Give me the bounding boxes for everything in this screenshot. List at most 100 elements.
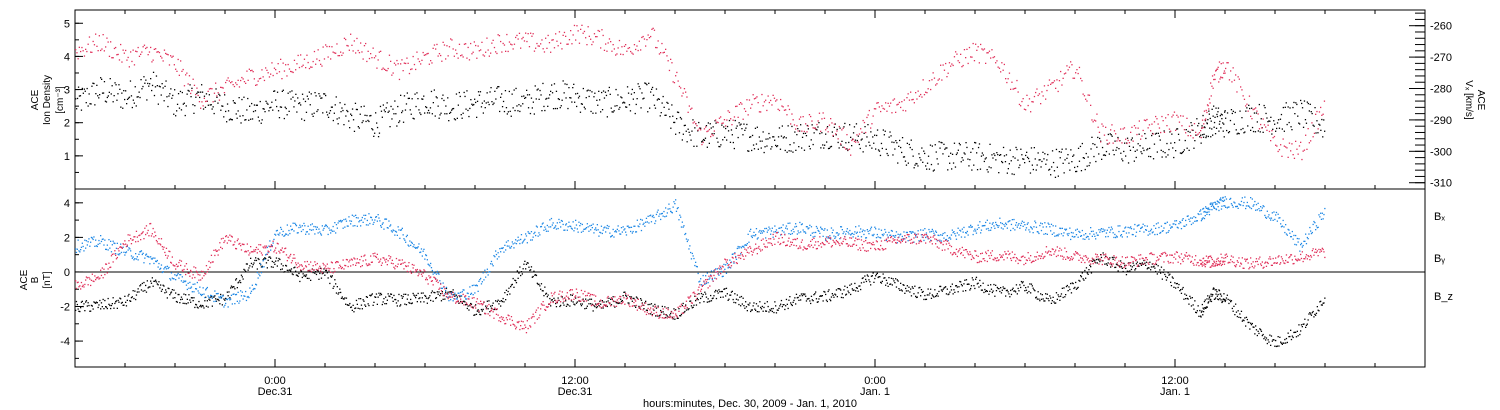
data-point — [780, 98, 782, 101]
data-point — [506, 33, 508, 36]
data-point — [561, 48, 563, 50]
data-point — [164, 85, 166, 87]
data-point — [237, 291, 239, 293]
data-point — [686, 141, 688, 143]
data-point — [197, 307, 199, 309]
data-point — [886, 152, 888, 155]
data-point — [573, 24, 576, 27]
data-point — [1256, 110, 1258, 112]
data-point — [268, 76, 271, 78]
data-point — [828, 147, 831, 149]
data-point — [125, 301, 127, 303]
data-point — [1033, 147, 1035, 149]
data-point — [975, 43, 977, 45]
data-point — [365, 305, 367, 307]
data-point — [367, 224, 369, 226]
data-point — [1030, 292, 1032, 294]
data-point — [605, 43, 607, 45]
data-point — [200, 304, 202, 306]
data-point — [226, 298, 228, 301]
data-point — [822, 235, 824, 237]
data-point — [376, 126, 379, 129]
data-point — [861, 131, 863, 133]
data-point — [818, 112, 821, 114]
data-point — [1322, 302, 1324, 304]
data-point — [982, 49, 984, 51]
data-point — [741, 303, 743, 305]
data-point — [564, 229, 566, 231]
data-point — [772, 136, 774, 138]
data-point — [142, 252, 144, 254]
data-point — [213, 112, 215, 115]
data-point — [476, 310, 478, 312]
data-point — [666, 55, 668, 57]
data-point — [704, 137, 707, 139]
data-point — [508, 90, 510, 93]
data-point — [707, 130, 709, 132]
data-point — [1091, 136, 1093, 138]
data-point — [649, 107, 651, 109]
data-point — [300, 104, 302, 106]
data-point — [514, 279, 516, 281]
data-point — [422, 250, 424, 252]
data-point — [1312, 136, 1314, 138]
data-point — [683, 225, 685, 227]
data-point — [942, 288, 944, 291]
data-point — [1146, 268, 1148, 270]
data-point — [749, 230, 751, 232]
data-point — [472, 51, 474, 53]
data-point — [157, 284, 159, 286]
data-point — [706, 130, 708, 133]
data-point — [1070, 61, 1072, 63]
data-point — [458, 302, 460, 304]
data-point — [1076, 170, 1078, 173]
data-point — [595, 229, 598, 231]
data-point — [1158, 127, 1161, 129]
data-point — [841, 229, 843, 231]
data-point — [247, 97, 249, 100]
data-point — [345, 220, 348, 222]
data-point — [1166, 142, 1168, 145]
data-point — [203, 307, 205, 309]
data-point — [171, 56, 173, 58]
data-point — [248, 68, 250, 70]
data-point — [1228, 79, 1231, 81]
data-point — [1285, 146, 1287, 148]
data-point — [1295, 102, 1297, 104]
data-point — [986, 169, 988, 171]
data-point — [1197, 125, 1199, 127]
data-point — [1160, 266, 1163, 268]
data-point — [850, 233, 853, 235]
data-point — [143, 44, 146, 46]
data-point — [1118, 140, 1121, 142]
data-point — [154, 86, 157, 88]
data-point — [678, 219, 680, 221]
data-point — [190, 92, 192, 95]
data-point — [842, 297, 844, 299]
data-point — [340, 297, 343, 299]
data-point — [598, 235, 600, 237]
data-point — [822, 112, 824, 114]
data-point — [537, 45, 539, 47]
data-point — [951, 168, 953, 170]
data-point — [245, 290, 247, 293]
data-point — [336, 118, 338, 120]
data-point — [481, 102, 483, 104]
data-point — [151, 84, 154, 87]
data-point — [659, 115, 661, 117]
data-point — [1252, 130, 1255, 133]
data-point — [1019, 164, 1021, 166]
data-point — [1269, 120, 1271, 122]
data-point — [709, 300, 711, 302]
data-point — [221, 105, 223, 107]
data-point — [702, 274, 704, 277]
data-point — [237, 282, 239, 284]
data-point — [1170, 142, 1172, 144]
data-point — [691, 130, 693, 132]
data-point — [240, 122, 242, 124]
data-point — [452, 48, 454, 50]
data-point — [401, 59, 403, 61]
data-point — [633, 44, 636, 46]
data-point — [695, 261, 697, 263]
